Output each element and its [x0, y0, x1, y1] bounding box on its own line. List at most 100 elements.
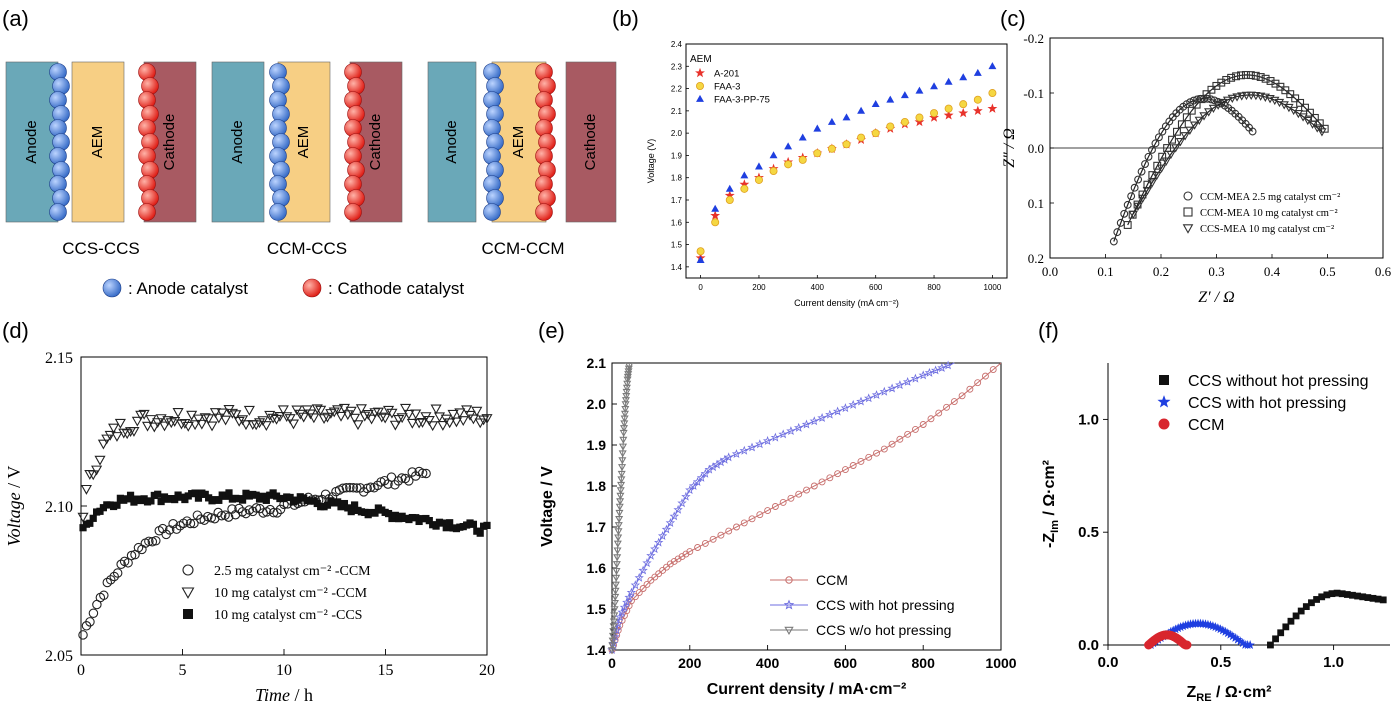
e-data-point: [879, 386, 889, 396]
e-data-point: [825, 409, 835, 419]
d-data-point: [332, 405, 344, 416]
c-data-point: [1144, 152, 1153, 161]
b-data-point: [827, 144, 836, 153]
c-data-point: [1291, 94, 1300, 103]
e-series-2: [607, 362, 634, 655]
d-legend-symbol: [183, 609, 193, 619]
d-y-tick-label: 2.05: [45, 648, 73, 665]
d-data-point: [220, 415, 232, 426]
cathode-layer-label: Cathode: [161, 114, 178, 171]
e-data-point: [619, 436, 628, 444]
e-data-point: [989, 366, 997, 374]
d-data-point: [403, 409, 415, 420]
f-x-axis-label: ZRE / Ω·cm²: [1186, 684, 1271, 704]
d-data-point: [341, 483, 352, 493]
d-data-point: [437, 421, 449, 431]
f-data-point: [1359, 593, 1367, 601]
e-data-point: [943, 360, 953, 370]
f-data-point: [1277, 629, 1285, 637]
d-data-point: [442, 524, 450, 532]
e-data-point: [618, 457, 627, 465]
d-data-point: [118, 428, 130, 439]
c-data-point: [1127, 192, 1136, 201]
f-data-point: [1287, 617, 1295, 625]
d-x-tick-label: 0: [77, 662, 85, 679]
e-series-1: [607, 360, 955, 655]
b-data-point: [754, 162, 763, 170]
c-data-point: [1246, 71, 1255, 80]
c-data-point: [1180, 132, 1190, 141]
c-data-point: [1305, 108, 1314, 117]
e-data-point: [639, 585, 647, 592]
e-data-point: [646, 550, 656, 560]
f-data-point: [1308, 599, 1315, 607]
d-data-point: [234, 503, 244, 514]
e-data-point: [935, 409, 943, 417]
d-data-point: [461, 405, 473, 416]
e-data-point: [724, 452, 734, 462]
e-legend-symbol: [783, 599, 795, 610]
panel-e: (e) 0 200 400 600 800 1000 1.4 1.5 1.6 1.7 1.8 1.9 2…: [538, 318, 1017, 698]
b-data-point: [871, 129, 880, 138]
e-data-point: [612, 567, 621, 576]
c-data-point: [1166, 150, 1176, 160]
c-legend-symbol: [1182, 224, 1194, 234]
c-x-axis-label: Z′ / Ω: [1198, 289, 1234, 306]
d-data-point: [138, 409, 150, 420]
d-data-point: [476, 529, 484, 537]
c-data-point: [1222, 96, 1233, 105]
e-x-axis-label: Current density / mA·cm⁻²: [707, 681, 907, 698]
c-y-tick-label: -0.1: [1023, 86, 1044, 101]
b-x-tick-label: 800: [927, 283, 941, 292]
c-data-point: [1312, 124, 1322, 133]
e-data-point: [864, 393, 874, 403]
e-x-tick-label: 600: [834, 655, 858, 671]
d-data-point: [277, 405, 289, 416]
d-data-point: [85, 617, 95, 627]
d-data-point: [286, 493, 294, 502]
e-data-point: [778, 429, 788, 439]
d-x-tick-label: 15: [378, 662, 394, 679]
e-data-point: [747, 442, 757, 452]
d-data-point: [158, 421, 171, 432]
f-legend-symbol: [1159, 375, 1169, 385]
c-data-point: [1246, 91, 1256, 100]
f-data-point: [1302, 603, 1310, 611]
c-data-point: [1156, 164, 1167, 173]
e-data-point: [623, 376, 632, 384]
b-data-point: [930, 109, 939, 118]
e-data-point: [617, 607, 627, 617]
e-data-point: [614, 522, 623, 530]
d-data-point: [457, 416, 469, 427]
e-data-point: [696, 472, 707, 482]
d-data-point: [213, 413, 225, 424]
f-data-point: [1379, 596, 1387, 604]
e-data-point: [630, 580, 641, 590]
e-data-point: [611, 587, 620, 595]
b-data-point: [842, 140, 851, 149]
d-y-tick-label: 2.10: [45, 499, 73, 516]
d-data-point: [413, 418, 425, 429]
e-data-point: [794, 422, 804, 432]
panel-d-tag: (d): [2, 318, 29, 343]
c-y-axis-label: Z″ / Ω: [1001, 128, 1018, 168]
b-data-point: [958, 107, 969, 118]
d-data-point: [101, 434, 113, 445]
e-data-point: [712, 459, 722, 469]
panel-c-tag: (c): [1000, 6, 1026, 31]
d-data-point: [432, 522, 440, 530]
d-data-point: [223, 512, 234, 522]
c-data-point: [1237, 92, 1247, 101]
c-data-point: [1317, 128, 1327, 137]
e-series-0: [608, 362, 1002, 654]
c-legend-symbol: [1183, 191, 1193, 201]
d-data-point: [141, 421, 154, 432]
e-data-point: [848, 399, 858, 409]
d-data-point: [209, 408, 221, 419]
b-x-tick-label: 400: [811, 283, 825, 292]
cathode-layer-label: Cathode: [582, 114, 599, 171]
c-series-CCS-MEA 10 mg catalyst cm⁻²: [1128, 91, 1327, 220]
e-series-line: [611, 362, 1002, 651]
